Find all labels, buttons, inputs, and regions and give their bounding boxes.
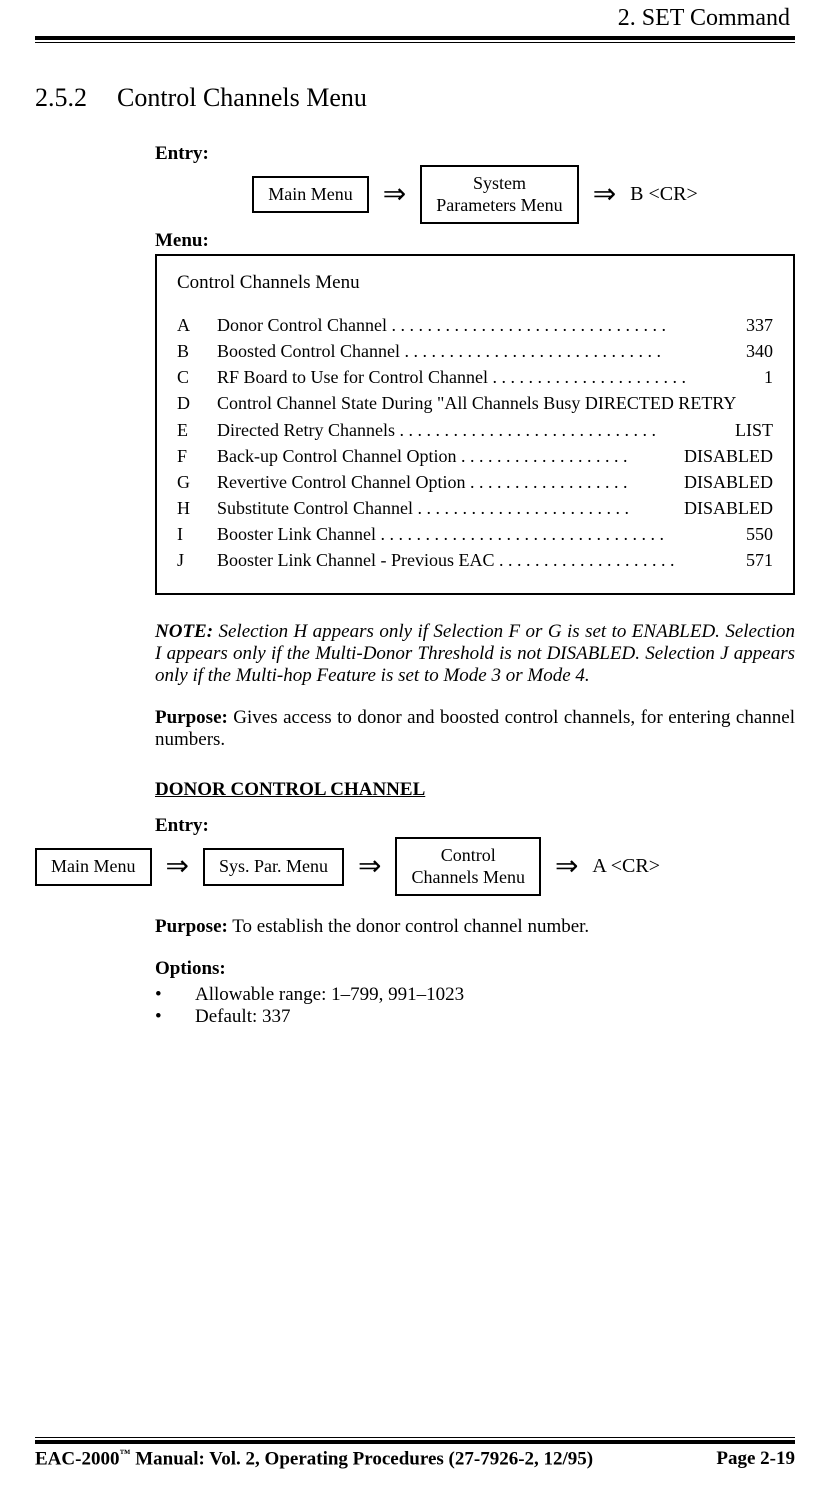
header-rule-thick — [35, 36, 795, 40]
flow-end-a-cr: A <CR> — [592, 855, 660, 878]
menu-key: G — [177, 469, 217, 495]
menu-desc: Control Channel State During "All Channe… — [217, 390, 765, 416]
menu-label: Menu: — [155, 230, 795, 252]
menu-list: ADonor Control Channel . . . . . . . . .… — [177, 312, 773, 573]
section-heading: 2.5.2 Control Channels Menu — [35, 83, 795, 113]
menu-key: B — [177, 338, 217, 364]
menu-desc: Substitute Control Channel . . . . . . .… — [217, 495, 676, 521]
note-block: NOTE: Selection H appears only if Select… — [155, 621, 795, 687]
menu-val: DISABLED — [676, 495, 773, 521]
menu-key: C — [177, 364, 217, 390]
options-item-text: Default: 337 — [195, 1006, 291, 1028]
menu-desc: Donor Control Channel . . . . . . . . . … — [217, 312, 738, 338]
menu-row: BBoosted Control Channel . . . . . . . .… — [177, 338, 773, 364]
note-label: NOTE: — [155, 621, 213, 642]
purpose-text-1: Gives access to donor and boosted contro… — [155, 707, 795, 750]
bullet-icon: • — [155, 984, 195, 1006]
menu-desc: Booster Link Channel . . . . . . . . . .… — [217, 521, 738, 547]
entry-flow-2: Main Menu ⇒ Sys. Par. Menu ⇒ Control Cha… — [35, 837, 795, 896]
menu-box: Control Channels Menu ADonor Control Cha… — [155, 254, 795, 595]
menu-row: DControl Channel State During "All Chann… — [177, 390, 773, 416]
entry-flow-1: Main Menu ⇒ System Parameters Menu ⇒ B <… — [155, 165, 795, 224]
purpose-block-1: Purpose: Gives access to donor and boost… — [155, 707, 795, 751]
options-item-text: Allowable range: 1–799, 991–1023 — [195, 984, 464, 1006]
menu-row: JBooster Link Channel - Previous EAC . .… — [177, 547, 773, 573]
menu-row: GRevertive Control Channel Option . . . … — [177, 469, 773, 495]
arrow-icon: ⇒ — [358, 853, 381, 881]
menu-val: 1 — [756, 364, 773, 390]
menu-key: F — [177, 443, 217, 469]
options-list: •Allowable range: 1–799, 991–1023•Defaul… — [155, 984, 795, 1028]
arrow-icon: ⇒ — [593, 181, 616, 209]
menu-key: I — [177, 521, 217, 547]
flow-box-sys-par-menu: Sys. Par. Menu — [203, 848, 344, 886]
menu-val: 550 — [738, 521, 773, 547]
options-block: Options: •Allowable range: 1–799, 991–10… — [155, 958, 795, 1028]
menu-val: DISABLED — [676, 443, 773, 469]
menu-row: IBooster Link Channel . . . . . . . . . … — [177, 521, 773, 547]
menu-desc: RF Board to Use for Control Channel . . … — [217, 364, 756, 390]
menu-desc: Booster Link Channel - Previous EAC . . … — [217, 547, 738, 573]
options-item: •Allowable range: 1–799, 991–1023 — [155, 984, 795, 1006]
menu-key: H — [177, 495, 217, 521]
arrow-icon: ⇒ — [383, 181, 406, 209]
purpose-label-1: Purpose: — [155, 707, 228, 728]
menu-row: CRF Board to Use for Control Channel . .… — [177, 364, 773, 390]
menu-row: ADonor Control Channel . . . . . . . . .… — [177, 312, 773, 338]
menu-val: 340 — [738, 338, 773, 364]
note-text: Selection H appears only if Selection F … — [155, 621, 795, 686]
menu-key: D — [177, 390, 217, 416]
menu-key: A — [177, 312, 217, 338]
menu-row: HSubstitute Control Channel . . . . . . … — [177, 495, 773, 521]
purpose-label-2: Purpose: — [155, 916, 228, 937]
menu-desc: Back-up Control Channel Option . . . . .… — [217, 443, 676, 469]
menu-key: J — [177, 547, 217, 573]
menu-desc: Revertive Control Channel Option . . . .… — [217, 469, 676, 495]
options-item: •Default: 337 — [155, 1006, 795, 1028]
page-header: 2. SET Command — [35, 0, 795, 32]
menu-box-title: Control Channels Menu — [177, 272, 773, 294]
purpose-text-2: To establish the donor control channel n… — [228, 916, 589, 937]
arrow-icon: ⇒ — [555, 853, 578, 881]
header-rule-thin — [35, 42, 795, 43]
donor-control-channel-heading: DONOR CONTROL CHANNEL — [155, 779, 795, 801]
footer-rule-thick — [35, 1440, 795, 1444]
page-footer: EAC-2000™ Manual: Vol. 2, Operating Proc… — [35, 1435, 795, 1470]
arrow-icon: ⇒ — [166, 853, 189, 881]
menu-val: DISABLED — [676, 469, 773, 495]
section-title: Control Channels Menu — [117, 83, 367, 113]
menu-desc: Directed Retry Channels . . . . . . . . … — [217, 417, 727, 443]
flow-box-control-channels-menu: Control Channels Menu — [395, 837, 540, 896]
entry-label-1: Entry: — [155, 143, 795, 165]
menu-key: E — [177, 417, 217, 443]
footer-right: Page 2-19 — [716, 1448, 795, 1470]
flow-box-system-parameters: System Parameters Menu — [420, 165, 578, 224]
menu-val: 571 — [738, 547, 773, 573]
section-number: 2.5.2 — [35, 83, 87, 113]
menu-val — [765, 390, 773, 416]
flow-end-b-cr: B <CR> — [630, 183, 698, 206]
footer-left: EAC-2000™ Manual: Vol. 2, Operating Proc… — [35, 1448, 593, 1470]
menu-val: LIST — [727, 417, 773, 443]
flow-box-main-menu-1: Main Menu — [252, 176, 369, 214]
purpose-block-2: Purpose: To establish the donor control … — [155, 916, 795, 938]
flow-box-main-menu-2: Main Menu — [35, 848, 152, 886]
menu-row: EDirected Retry Channels . . . . . . . .… — [177, 417, 773, 443]
menu-row: FBack-up Control Channel Option . . . . … — [177, 443, 773, 469]
menu-desc: Boosted Control Channel . . . . . . . . … — [217, 338, 738, 364]
footer-rule-thin — [35, 1437, 795, 1438]
entry-label-2: Entry: — [155, 815, 795, 837]
menu-val: 337 — [738, 312, 773, 338]
bullet-icon: • — [155, 1006, 195, 1028]
options-label: Options: — [155, 958, 795, 980]
